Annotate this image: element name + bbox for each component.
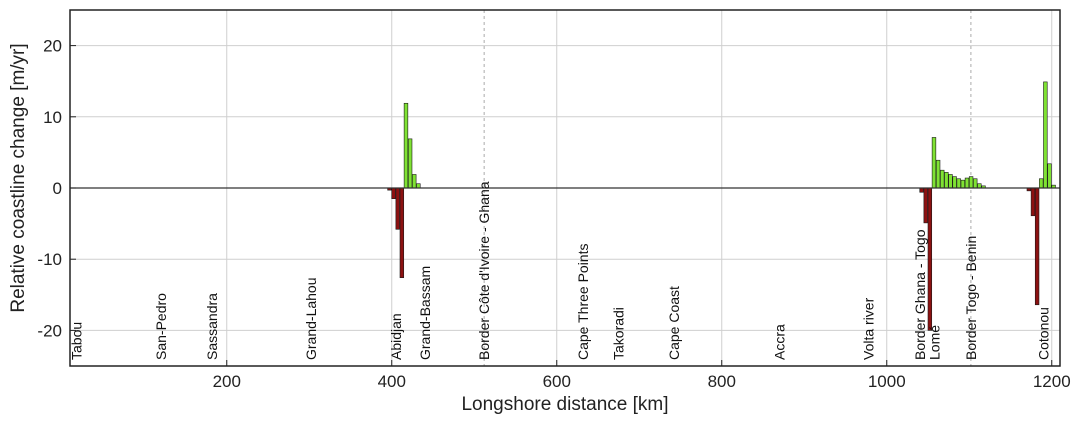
x-tick-label: 800 bbox=[708, 372, 736, 391]
location-labels: Tabou San-Pedro Sassandra Grand-Lahou Abidja… bbox=[69, 181, 1052, 360]
location-label: Sassandra bbox=[204, 293, 220, 360]
bar bbox=[412, 174, 417, 189]
location-label: Border Togo - Benin bbox=[963, 236, 979, 360]
bar bbox=[927, 187, 933, 331]
location-label: Border Côte d'Ivoire - Ghana bbox=[476, 181, 492, 360]
bar bbox=[391, 187, 396, 199]
bar bbox=[1047, 163, 1052, 189]
x-tick-label: 400 bbox=[378, 372, 406, 391]
y-tick-label: -20 bbox=[37, 321, 62, 340]
location-label: Abidjan bbox=[388, 313, 404, 360]
bars bbox=[387, 81, 1056, 331]
x-tick-label: 600 bbox=[543, 372, 571, 391]
location-label: Cape Coast bbox=[666, 286, 682, 360]
y-tick-label: 10 bbox=[43, 108, 62, 127]
y-tick-label: 0 bbox=[53, 179, 62, 198]
x-tick-label: 1200 bbox=[1033, 372, 1071, 391]
x-axis-ticks: 200 400 600 800 1000 1200 bbox=[213, 360, 1071, 391]
location-label: San-Pedro bbox=[153, 293, 169, 360]
bar bbox=[395, 187, 400, 230]
bar bbox=[968, 176, 974, 189]
bar bbox=[944, 172, 949, 189]
bar bbox=[919, 187, 924, 193]
bar bbox=[973, 178, 978, 189]
bar bbox=[935, 159, 941, 189]
bar bbox=[956, 178, 961, 189]
location-label: Tabou bbox=[69, 322, 85, 360]
y-tick-label: 20 bbox=[43, 37, 62, 56]
location-label: Border Ghana - Togo bbox=[912, 229, 928, 360]
bar bbox=[948, 174, 953, 189]
bar bbox=[964, 177, 970, 189]
bar bbox=[416, 183, 421, 189]
bar bbox=[960, 179, 966, 189]
y-axis-label: Relative coastline change [m/yr] bbox=[8, 43, 29, 312]
location-label: Grand-Bassam bbox=[417, 266, 433, 360]
bar bbox=[403, 102, 409, 189]
location-label: Grand-Lahou bbox=[303, 277, 319, 360]
bar bbox=[407, 138, 413, 189]
y-axis-ticks: -20 -10 0 10 20 bbox=[37, 37, 76, 340]
bar bbox=[1030, 187, 1036, 217]
y-tick-label: -10 bbox=[37, 250, 62, 269]
bar bbox=[1039, 178, 1044, 189]
bar bbox=[931, 137, 937, 189]
bar bbox=[977, 183, 982, 189]
x-axis-label: Longshore distance [km] bbox=[461, 394, 668, 415]
location-label: Takoradi bbox=[611, 307, 627, 360]
location-label: Cotonou bbox=[1036, 307, 1052, 360]
location-label: Cape Three Points bbox=[575, 244, 591, 360]
border-dashed-lines bbox=[483, 10, 972, 366]
x-tick-label: 1000 bbox=[868, 372, 906, 391]
x-tick-label: 200 bbox=[213, 372, 241, 391]
location-label: Volta river bbox=[861, 297, 877, 360]
bar bbox=[923, 187, 928, 224]
location-label: Lomé bbox=[927, 325, 943, 360]
bar bbox=[1034, 187, 1040, 306]
bar bbox=[1043, 81, 1048, 189]
location-label: Accra bbox=[772, 324, 788, 360]
bar bbox=[952, 176, 957, 189]
bar bbox=[399, 187, 405, 279]
bar bbox=[940, 169, 945, 189]
